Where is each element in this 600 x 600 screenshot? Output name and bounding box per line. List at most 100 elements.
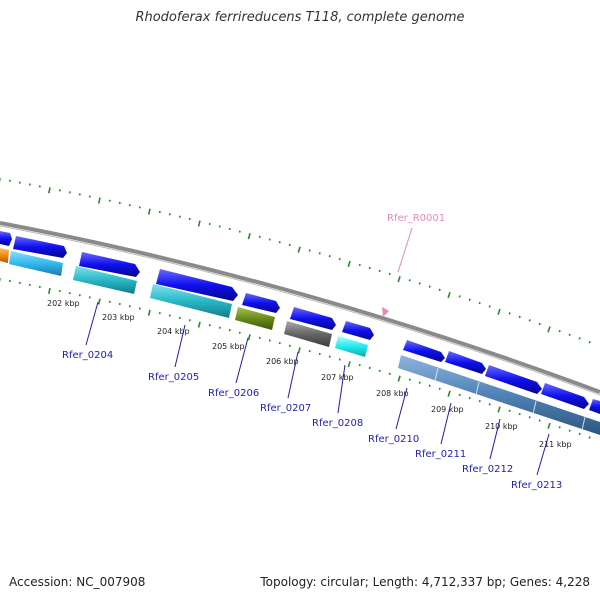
gene-label[interactable]: Rfer_0204 — [62, 350, 113, 361]
genome-summary-text: Topology: circular; Length: 4,712,337 bp… — [260, 575, 590, 589]
tick-mark — [558, 329, 561, 333]
cds-arrow[interactable] — [589, 399, 600, 414]
tick-mark — [568, 429, 571, 432]
olive-block[interactable] — [235, 307, 275, 330]
gene-label[interactable]: Rfer_0207 — [260, 403, 311, 414]
tick-mark — [468, 396, 471, 400]
tick-mark — [347, 361, 351, 368]
tick-mark — [388, 272, 391, 276]
block-divider — [434, 367, 439, 382]
tick-mark — [368, 266, 371, 270]
tick-mark — [438, 387, 441, 390]
tick-mark — [97, 298, 101, 305]
tick-mark — [258, 235, 261, 239]
tick-mark — [497, 308, 501, 315]
accession-text: Accession: NC_007908 — [9, 575, 146, 589]
forward-strand-features — [0, 231, 600, 414]
feature-blocks — [0, 248, 600, 435]
cds-arrow[interactable] — [445, 351, 486, 374]
aqua-block[interactable] — [335, 336, 368, 357]
gene-label[interactable]: Rfer_0208 — [312, 418, 363, 429]
tick-mark — [428, 384, 431, 387]
cds-arrow[interactable] — [242, 293, 280, 313]
scale-label: 205 kbp — [212, 342, 245, 351]
tick-mark — [297, 246, 301, 253]
scale-label: 204 kbp — [157, 327, 190, 336]
tick-mark — [478, 399, 481, 403]
tick-mark — [368, 366, 371, 370]
rna-marker-icon[interactable] — [382, 307, 389, 317]
tick-mark — [318, 352, 321, 356]
tick-mark — [48, 187, 51, 194]
tick-mark — [568, 333, 571, 337]
cds-arrow[interactable] — [342, 321, 374, 340]
rna-leader-line — [397, 227, 413, 273]
orange-block[interactable] — [0, 248, 9, 263]
tick-mark — [378, 369, 381, 373]
steel-blue-block[interactable] — [398, 355, 600, 435]
tick-mark — [478, 301, 481, 305]
tick-mark — [278, 241, 281, 244]
cds-arrow[interactable] — [541, 383, 589, 409]
cds-arrow[interactable] — [156, 269, 238, 301]
cds-arrow[interactable] — [13, 236, 67, 258]
scale-label: 203 kbp — [102, 313, 135, 322]
rna-label[interactable]: Rfer_R0001 — [387, 213, 445, 224]
tick-mark — [578, 432, 581, 436]
tick-mark — [147, 208, 151, 215]
tick-mark — [547, 326, 551, 333]
gene-label[interactable]: Rfer_0210 — [368, 434, 419, 445]
cds-arrow[interactable] — [403, 340, 445, 362]
tick-mark — [358, 363, 361, 367]
cds-arrow[interactable] — [485, 365, 542, 394]
tick-mark — [258, 336, 261, 340]
gene-label[interactable]: Rfer_0211 — [415, 449, 466, 460]
scale-label: 207 kbp — [321, 373, 354, 382]
scale-label: 210 kbp — [485, 422, 518, 431]
genome-backbone-shadow — [0, 225, 600, 396]
cyan-block[interactable] — [73, 266, 137, 294]
tick-mark — [328, 255, 331, 258]
tick-mark — [468, 298, 471, 301]
scale-label: 211 kbp — [539, 440, 572, 449]
scale-labels: 202 kbp 203 kbp 204 kbp 205 kbp 206 kbp … — [47, 299, 572, 449]
gene-label[interactable]: Rfer_0205 — [148, 372, 199, 383]
tick-mark — [458, 393, 461, 397]
tick-mark — [518, 315, 521, 319]
tick-mark — [308, 350, 311, 353]
tick-mark — [347, 260, 351, 268]
tick-mark — [447, 291, 451, 299]
tick-mark — [397, 375, 401, 382]
tick-mark — [197, 321, 201, 328]
tick-mark — [247, 334, 251, 341]
tick-mark — [458, 295, 461, 298]
gene-label[interactable]: Rfer_0206 — [208, 388, 259, 399]
tick-mark — [358, 263, 361, 267]
tick-mark — [438, 288, 441, 292]
tick-mark — [547, 422, 551, 429]
light-blue-block[interactable] — [9, 251, 63, 276]
cds-arrow[interactable] — [79, 252, 140, 277]
cds-arrow[interactable] — [290, 307, 336, 330]
tick-mark — [268, 339, 271, 342]
tick-mark — [508, 409, 511, 412]
tick-mark — [288, 344, 291, 347]
tick-mark — [278, 341, 281, 345]
tick-mark — [588, 436, 591, 439]
cds-arrow[interactable] — [0, 231, 12, 246]
tick-mark — [418, 381, 421, 384]
tick-mark — [388, 372, 391, 375]
tick-mark — [48, 287, 51, 295]
tick-mark — [408, 279, 411, 282]
tick-mark — [578, 337, 581, 340]
tick-mark — [418, 282, 421, 285]
block-divider — [532, 400, 537, 415]
scale-label: 206 kbp — [266, 357, 299, 366]
tick-mark — [528, 319, 531, 322]
gray-block[interactable] — [284, 321, 332, 347]
tick-mark — [488, 403, 491, 406]
gene-label[interactable]: Rfer_0213 — [511, 480, 562, 491]
gene-label[interactable]: Rfer_0212 — [462, 464, 513, 475]
cyan-block[interactable] — [150, 284, 232, 318]
